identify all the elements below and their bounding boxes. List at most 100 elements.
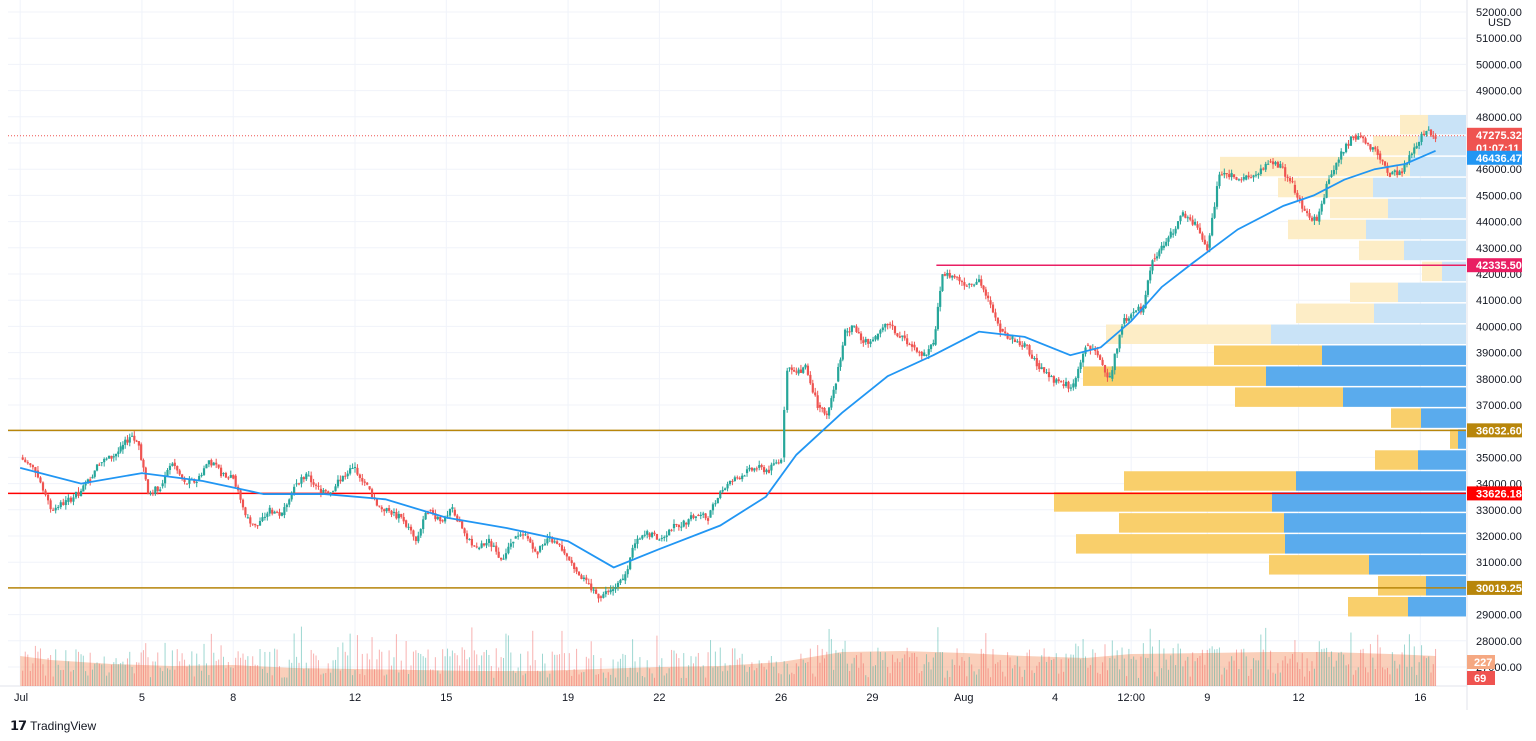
candle-body bbox=[783, 409, 786, 458]
candle-body bbox=[958, 277, 961, 282]
candle-body bbox=[1040, 367, 1043, 370]
candle-body bbox=[280, 512, 284, 516]
candle-body bbox=[575, 567, 578, 572]
candle-body bbox=[685, 522, 688, 525]
candle-body bbox=[755, 468, 758, 470]
candle-body bbox=[62, 502, 65, 506]
candle-body bbox=[832, 389, 835, 399]
volume-profile-sell-bar bbox=[1388, 198, 1466, 219]
candle-body bbox=[412, 530, 415, 537]
candle-body bbox=[799, 369, 803, 373]
candle-body bbox=[105, 458, 108, 460]
candle-body bbox=[473, 545, 476, 547]
candle-body bbox=[694, 516, 698, 518]
horizontal-levels[interactable] bbox=[8, 135, 1466, 589]
candle-body bbox=[1116, 348, 1119, 354]
level-price-badge: 30019.25 bbox=[1476, 583, 1522, 595]
candle-body bbox=[604, 591, 607, 595]
candle-body bbox=[207, 460, 210, 465]
candle-body bbox=[1038, 363, 1041, 370]
candle-body bbox=[724, 488, 727, 490]
candle-body bbox=[290, 492, 293, 500]
candle-body bbox=[1074, 378, 1077, 387]
candle-body bbox=[871, 339, 875, 342]
price-tick-label: 44000.00 bbox=[1476, 217, 1522, 229]
candle-body bbox=[278, 512, 281, 516]
candle-body bbox=[1344, 143, 1348, 153]
candle-body bbox=[239, 490, 242, 500]
candle-body bbox=[176, 466, 179, 471]
candle-body bbox=[1330, 174, 1333, 178]
candle-body bbox=[1310, 217, 1314, 221]
candle-body bbox=[1167, 237, 1170, 242]
candle-body bbox=[853, 325, 856, 327]
candle-body bbox=[1408, 155, 1411, 163]
time-axis[interactable]: Jul 5 8 12 15 19 22 26 29 Aug 4 12:00 9 12 16 bbox=[14, 692, 1426, 704]
candle-body bbox=[587, 583, 590, 585]
candle-body bbox=[485, 542, 488, 546]
candle-body bbox=[1050, 376, 1053, 378]
candle-body bbox=[913, 344, 916, 348]
candle-body bbox=[1179, 215, 1182, 222]
candle-body bbox=[753, 468, 756, 471]
candle-body bbox=[1232, 174, 1236, 178]
candle-body bbox=[1077, 369, 1080, 379]
candle-body bbox=[171, 463, 174, 466]
candle-body bbox=[1364, 138, 1367, 144]
candle-body bbox=[349, 468, 352, 474]
candle-body bbox=[1230, 172, 1233, 178]
level-price-badge-bg bbox=[1467, 423, 1522, 438]
candle-body bbox=[1381, 159, 1384, 162]
volume-ma-area bbox=[20, 651, 1436, 686]
price-axis[interactable]: 52000.00 51000.00 50000.00 49000.00 48000.00… bbox=[1476, 7, 1522, 674]
candle-body bbox=[1099, 355, 1102, 360]
price-tick-label: 51000.00 bbox=[1476, 33, 1522, 45]
candle-body bbox=[1165, 241, 1168, 246]
candle-body bbox=[1057, 379, 1060, 382]
candle-body bbox=[300, 477, 303, 484]
price-tick-label: 50000.00 bbox=[1476, 59, 1522, 71]
candle-body bbox=[1176, 221, 1180, 229]
candle-body bbox=[1146, 280, 1150, 295]
candle-body bbox=[1196, 224, 1199, 228]
candle-body bbox=[261, 517, 264, 522]
candle-body bbox=[915, 347, 918, 352]
volume-badge: 69 bbox=[1474, 673, 1486, 685]
candle-body bbox=[929, 344, 933, 350]
candle-body bbox=[453, 509, 456, 516]
candle-body bbox=[336, 479, 340, 487]
volume-profile-buy-bar bbox=[1400, 114, 1428, 135]
candle-body bbox=[1172, 233, 1175, 235]
candle-body bbox=[72, 497, 75, 502]
candle-body bbox=[1191, 219, 1194, 225]
candle-body bbox=[244, 507, 247, 516]
candle-body bbox=[932, 342, 935, 345]
candle-body bbox=[215, 462, 218, 465]
candle-body bbox=[780, 459, 783, 463]
candle-body bbox=[526, 536, 529, 539]
candle-body bbox=[994, 312, 997, 318]
tradingview-brand[interactable]: 𝟭𝟳 TradingView bbox=[10, 718, 96, 734]
candle-body bbox=[827, 407, 831, 416]
candle-body bbox=[629, 557, 632, 570]
candle-body bbox=[941, 274, 944, 291]
candle-body bbox=[353, 466, 357, 469]
candle-body bbox=[582, 577, 585, 579]
candle-body bbox=[36, 470, 40, 478]
candle-body bbox=[468, 538, 471, 540]
candle-body bbox=[936, 306, 939, 330]
candle-body bbox=[1062, 384, 1065, 387]
volume-profile-sell-bar bbox=[1418, 135, 1466, 156]
volume-profile-buy-bar bbox=[1359, 240, 1404, 261]
candle-body bbox=[119, 446, 122, 452]
volume-profile-buy-bar bbox=[1350, 282, 1398, 303]
candle-body bbox=[310, 475, 313, 483]
candle-body bbox=[378, 505, 381, 507]
candle-body bbox=[1340, 151, 1343, 160]
candle-body bbox=[560, 545, 564, 551]
candle-body bbox=[680, 526, 683, 528]
candle-body bbox=[434, 513, 437, 520]
candle-body bbox=[551, 538, 554, 543]
candle-body bbox=[103, 458, 106, 463]
